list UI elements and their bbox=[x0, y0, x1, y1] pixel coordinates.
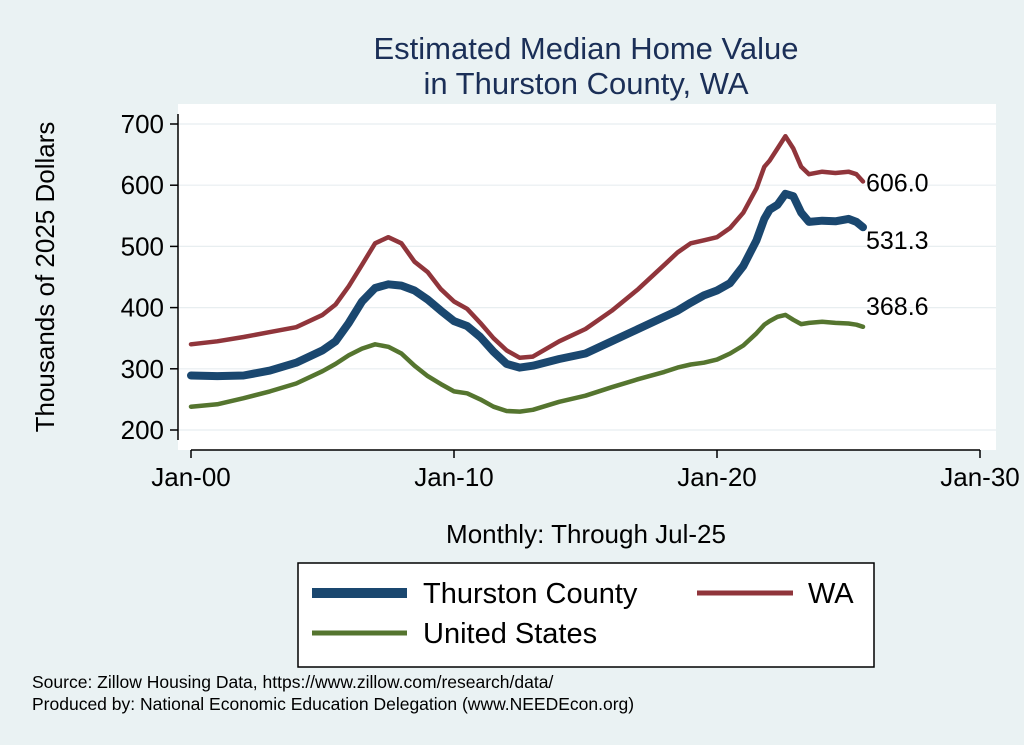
series-line-united-states bbox=[188, 312, 866, 414]
x-tick-label: Jan-30 bbox=[940, 462, 1020, 492]
y-tick-label: 600 bbox=[121, 170, 164, 200]
y-tick-label: 400 bbox=[121, 293, 164, 323]
end-label-united-states: 368.6 bbox=[866, 293, 929, 321]
source-line-1: Source: Zillow Housing Data, https://www… bbox=[32, 672, 553, 692]
series-lines bbox=[187, 133, 867, 414]
end-labels: 368.6 606.0 531.3 bbox=[866, 170, 929, 321]
x-axis-ticks: Jan-00 Jan-10 Jan-20 Jan-30 bbox=[151, 450, 1020, 492]
y-axis-ticks: 200 300 400 500 600 700 bbox=[121, 109, 178, 445]
series-line-thurston-county bbox=[187, 189, 867, 381]
x-tick-label: Jan-10 bbox=[414, 462, 494, 492]
chart-title-line-2: in Thurston County, WA bbox=[423, 66, 748, 101]
legend-label-us: United States bbox=[423, 618, 597, 650]
legend-label-thurston: Thurston County bbox=[423, 578, 638, 610]
legend-box bbox=[297, 562, 875, 668]
plot-area bbox=[178, 104, 996, 450]
y-axis-title: Thousands of 2025 Dollars bbox=[30, 122, 60, 433]
y-tick-label: 500 bbox=[121, 231, 164, 261]
series-line-wa bbox=[188, 133, 866, 361]
y-tick-label: 300 bbox=[121, 354, 164, 384]
y-tick-label: 200 bbox=[121, 415, 164, 445]
end-label-thurston-county: 531.3 bbox=[866, 227, 929, 255]
source-line-2: Produced by: National Economic Education… bbox=[32, 694, 634, 714]
x-axis-title: Monthly: Through Jul-25 bbox=[446, 519, 726, 549]
y-tick-label: 700 bbox=[121, 109, 164, 139]
x-tick-label: Jan-00 bbox=[151, 462, 231, 492]
x-tick-label: Jan-20 bbox=[677, 462, 757, 492]
end-label-wa: 606.0 bbox=[866, 170, 929, 198]
gridlines bbox=[178, 123, 996, 431]
chart-title-line-1: Estimated Median Home Value bbox=[373, 31, 798, 66]
legend-label-wa: WA bbox=[808, 578, 854, 610]
